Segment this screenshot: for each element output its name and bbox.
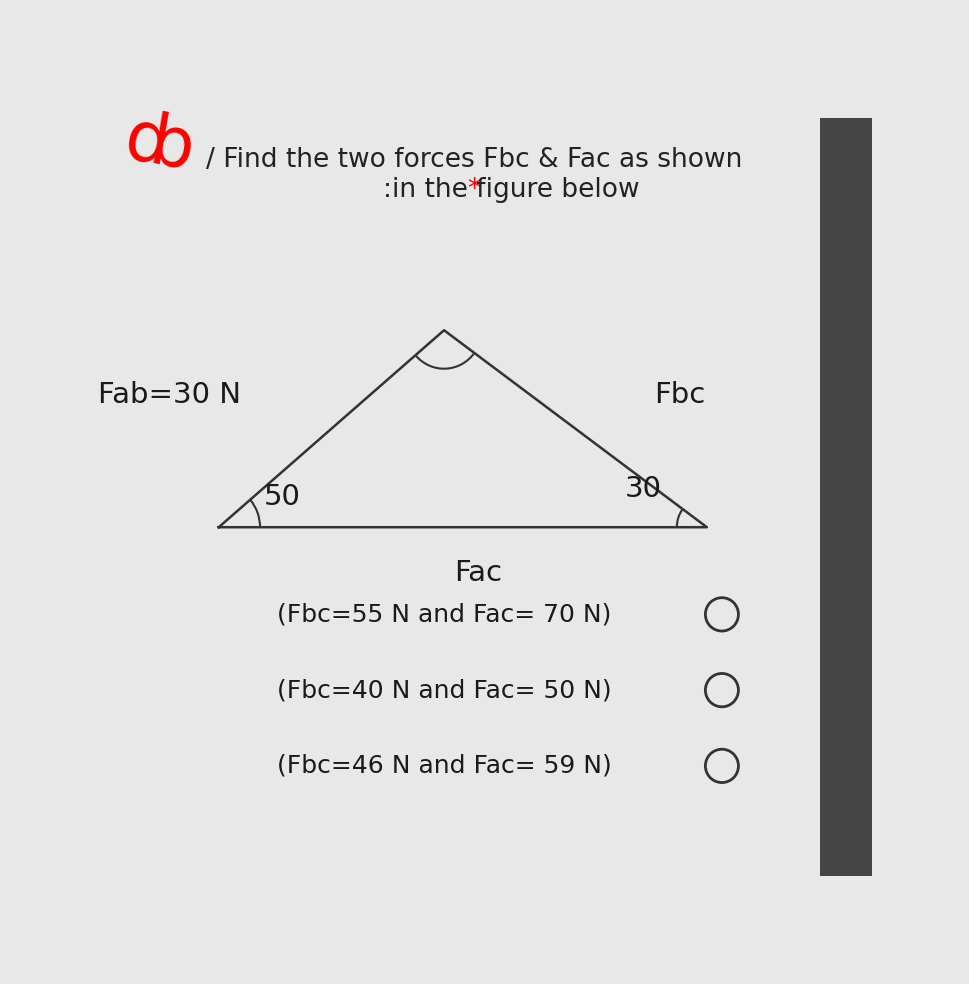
Text: 30: 30 <box>625 475 662 504</box>
Text: (Fbc=55 N and Fac= 70 N): (Fbc=55 N and Fac= 70 N) <box>277 602 611 627</box>
Text: Fac: Fac <box>453 559 502 586</box>
Text: Fbc: Fbc <box>654 381 705 408</box>
Text: ȸ: ȸ <box>118 105 199 184</box>
Text: (Fbc=46 N and Fac= 59 N): (Fbc=46 N and Fac= 59 N) <box>277 754 611 778</box>
Text: 50: 50 <box>265 483 301 511</box>
Text: Fab=30 N: Fab=30 N <box>98 381 241 408</box>
Text: *: * <box>467 177 481 203</box>
Bar <box>820 118 872 876</box>
Text: / Find the two forces Fbc & Fac as shown: / Find the two forces Fbc & Fac as shown <box>205 147 742 173</box>
Text: (Fbc=40 N and Fac= 50 N): (Fbc=40 N and Fac= 50 N) <box>277 678 611 703</box>
Text: :in the figure below: :in the figure below <box>384 177 640 203</box>
